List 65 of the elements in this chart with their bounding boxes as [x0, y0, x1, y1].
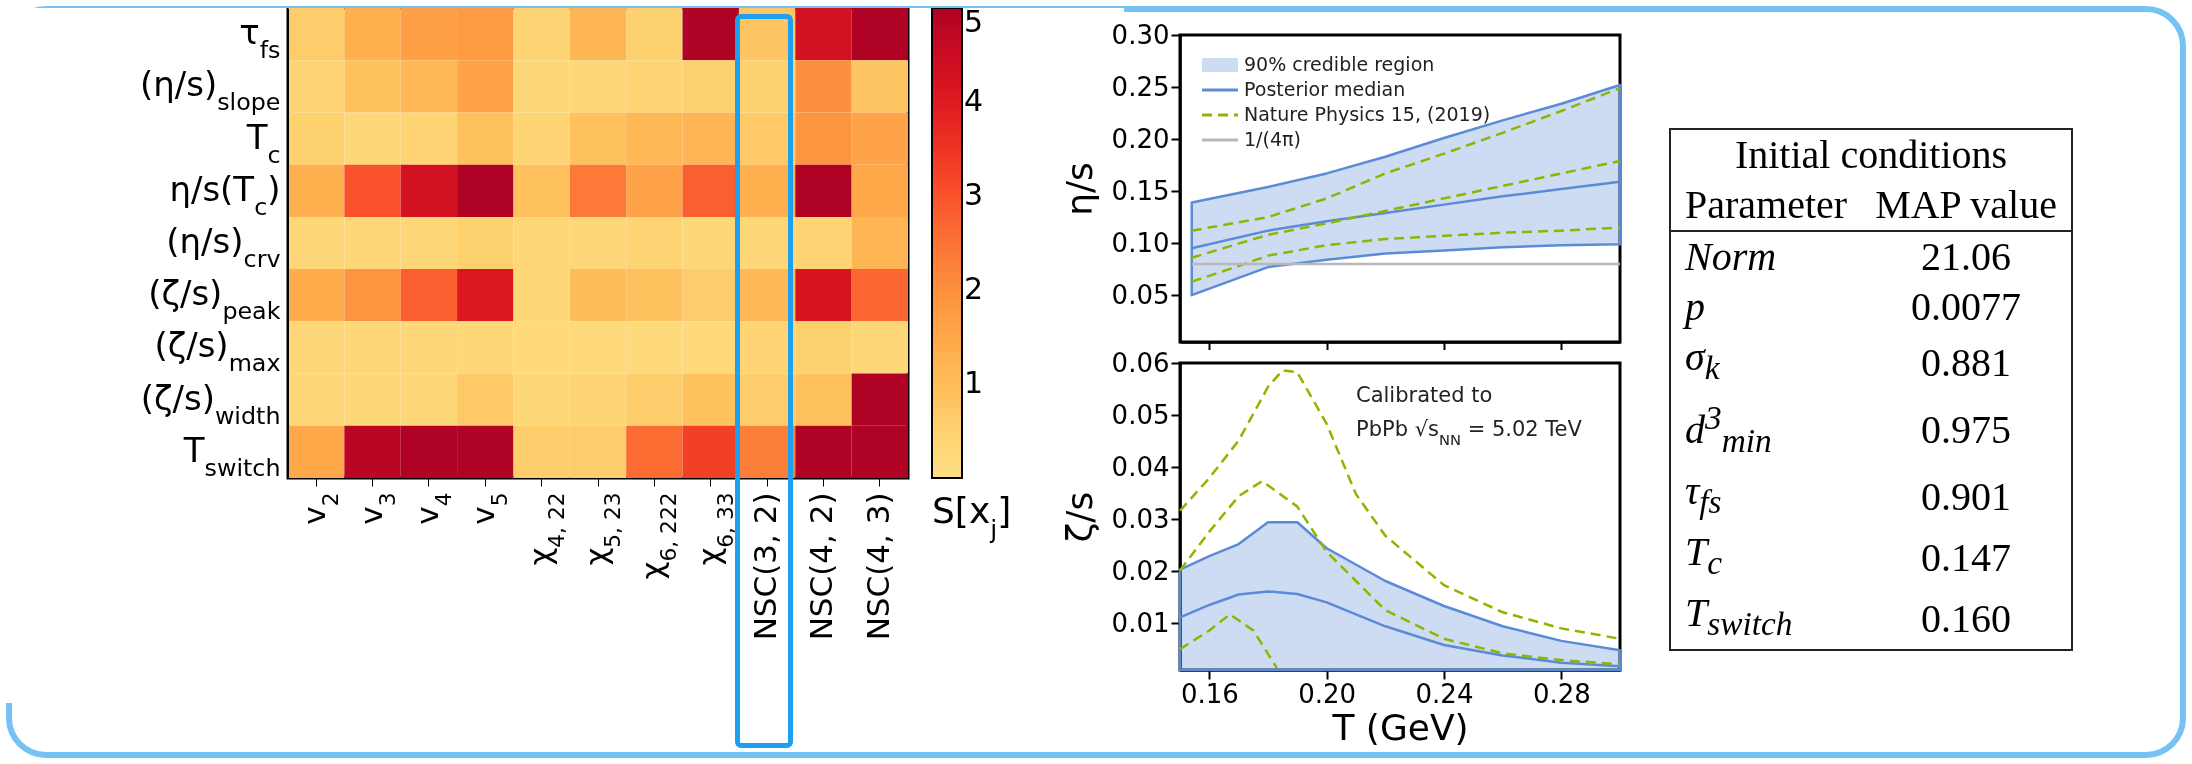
text: 0.975 — [1921, 406, 2012, 452]
y-tick-label: (ζ/s)$_{width}$ — [140, 377, 281, 430]
y-tick-label: 0.03 — [1111, 503, 1170, 534]
y-tick-label: 0.25 — [1111, 71, 1170, 102]
y-tick-label: 0.10 — [1111, 227, 1170, 258]
color-bar-label: 5 — [964, 4, 984, 39]
color-bar-label: 4 — [964, 83, 984, 118]
y-tick-label: (ζ/s)$_{max}$ — [154, 325, 281, 378]
line-series — [1178, 613, 1279, 670]
y-tick-label: (η/s)$_{slope}$ — [139, 64, 281, 117]
color-bar-title: S[x$_{j}$] — [932, 490, 1012, 544]
text: MAP value — [1874, 181, 2058, 229]
x-tick-label: NSC(4, 3) — [859, 492, 896, 641]
y-tick-label: 0.05 — [1111, 279, 1170, 310]
y-tick-label: T$_{c}$ — [245, 116, 281, 169]
x-axis-title: T (GeV) — [1331, 706, 1469, 748]
x-tick-label: 0.24 — [1415, 678, 1474, 709]
annotation: 90% credible region — [1244, 53, 1435, 75]
annotation: Calibrated to — [1356, 383, 1493, 407]
text: 21.06 — [1921, 234, 2012, 279]
line-series — [1190, 226, 1622, 283]
text: 0.0077 — [1911, 284, 2022, 329]
annotation: PbPb √s$_{NN}$ = 5.02 TeV — [1356, 417, 1583, 448]
y-tick-label: 0.30 — [1111, 19, 1170, 50]
line-series — [1178, 590, 1622, 668]
y-tick-label: 0.01 — [1111, 607, 1170, 638]
line-series — [1190, 159, 1622, 259]
y-tick-label: (η/s)$_{crv}$ — [166, 221, 281, 273]
x-tick-label: NSC(4, 2) — [803, 492, 840, 641]
y-tick-label: τ$_{fs}$ — [239, 12, 281, 65]
text: 0.901 — [1921, 473, 2012, 519]
text: 0.147 — [1921, 534, 2012, 580]
x-tick-label: 0.16 — [1180, 678, 1239, 709]
legend-label: Nature Physics 15, (2019) — [1244, 103, 1491, 125]
x-tick-label: NSC(3, 2) — [747, 492, 784, 641]
text: Parameter — [1684, 181, 1849, 229]
y-tick-label: 0.04 — [1111, 451, 1170, 482]
y-tick-label: 0.20 — [1111, 123, 1170, 154]
y-tick-label: T$_{switch}$ — [182, 429, 281, 482]
y-tick-label: (ζ/s)$_{peak}$ — [148, 273, 281, 326]
x-tick-label: 0.28 — [1532, 678, 1591, 709]
line-series — [1178, 479, 1622, 666]
y-tick-label: η/s(T$_{c}$) — [169, 168, 281, 221]
y-tick-label: 0.05 — [1111, 399, 1170, 430]
y-axis-title: ζ/s — [1058, 491, 1100, 543]
y-axis-title: η/s — [1058, 162, 1100, 216]
text: Initial conditions — [1733, 131, 2009, 179]
category-label: T$_{switch}$ — [1684, 589, 1794, 645]
y-tick-label: 0.02 — [1111, 555, 1170, 586]
y-tick-label: 0.15 — [1111, 175, 1170, 206]
category-label: σ$_{k}$ — [1684, 333, 1721, 388]
category-label: τ$_{fs}$ — [1684, 467, 1723, 523]
line-series — [1190, 180, 1622, 250]
text: 0.160 — [1921, 595, 2012, 641]
x-tick-label: 0.20 — [1298, 678, 1357, 709]
color-bar-label: 2 — [964, 271, 984, 306]
category-label: p — [1681, 283, 1706, 331]
color-bar-label: 1 — [964, 365, 984, 400]
y-tick-label: 0.06 — [1111, 347, 1170, 378]
color-bar-label: 3 — [964, 177, 984, 212]
legend-label: Posterior median — [1244, 78, 1406, 100]
category-label: T$_{c}$ — [1684, 528, 1724, 584]
legend-label: 1/(4π) — [1244, 128, 1301, 150]
category-label: Norm — [1683, 233, 1778, 281]
text: 0.881 — [1921, 339, 2012, 385]
